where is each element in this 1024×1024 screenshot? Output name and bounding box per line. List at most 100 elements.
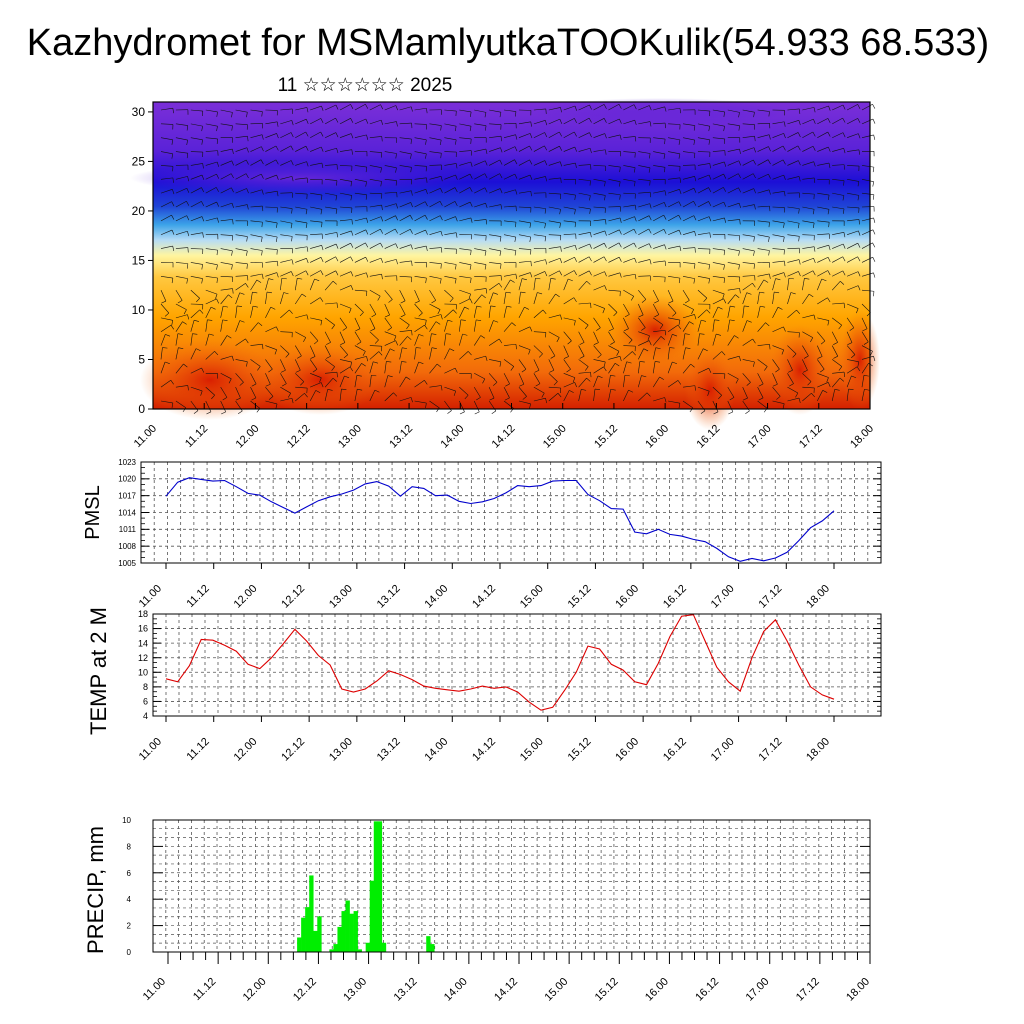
wind-barb (235, 359, 248, 362)
wind-barb (190, 216, 203, 222)
wind-barb-flag (723, 138, 726, 144)
wind-barb-flag (618, 104, 622, 109)
wind-barb (489, 275, 502, 277)
wind-barb-flag (655, 347, 661, 350)
wind-barb-flag (872, 257, 876, 262)
wind-barb-flag (236, 305, 243, 307)
wind-barb (712, 333, 717, 346)
wind-barb (847, 149, 859, 152)
wind-barb-flag (454, 278, 457, 284)
wind-barb (772, 121, 785, 125)
wind-barb (474, 219, 487, 222)
wind-barb (518, 326, 531, 332)
wind-barb (817, 233, 830, 236)
wind-barb-flag (721, 351, 726, 356)
wind-barb (668, 400, 680, 404)
wind-barb-flag (639, 361, 645, 363)
wind-barb-flag (573, 270, 577, 276)
wind-barb-flag (679, 246, 682, 252)
wind-barb (533, 292, 538, 305)
wind-barb (563, 345, 569, 357)
wind-barb-flag (470, 277, 472, 283)
precip-ytick-label: 0 (127, 948, 132, 957)
xsec-ytick-label: 0 (138, 402, 145, 416)
wind-barb (295, 393, 305, 402)
wind-barb-flag (276, 174, 279, 180)
wind-barb (160, 361, 166, 374)
wind-barb-flag (484, 250, 487, 256)
wind-barb-flag (291, 160, 294, 166)
wind-barb (817, 131, 828, 138)
warm-region (840, 310, 880, 410)
wind-barb (623, 331, 633, 341)
wind-barb (697, 216, 710, 222)
wind-barb (757, 279, 765, 291)
wind-barb (757, 248, 770, 251)
wind-barb (518, 220, 531, 224)
wind-barb-flag (714, 319, 720, 321)
wind-barb (175, 400, 186, 409)
wind-barb-flag (648, 243, 652, 249)
wind-barb (503, 387, 510, 398)
wind-barb (504, 123, 517, 125)
wind-barb-flag (563, 356, 569, 359)
wind-barb (608, 375, 611, 388)
wind-barb (712, 289, 725, 295)
wind-barb (727, 173, 739, 180)
wind-barb-flag (515, 111, 517, 117)
wind-barb-flag (371, 314, 377, 318)
wind-barb (384, 215, 396, 222)
wind-barb (190, 309, 200, 319)
precip-ytick-label: 4 (127, 895, 132, 904)
wind-barb-flag (619, 229, 622, 235)
wind-barb (772, 345, 784, 351)
wind-barb-flag (351, 230, 354, 236)
wind-barb-flag (827, 320, 830, 326)
wind-barb-flag (663, 215, 667, 220)
wind-barb (220, 386, 228, 398)
wind-barb-flag (828, 163, 831, 169)
wind-barb-flag (760, 305, 766, 308)
wind-barb (295, 131, 306, 138)
wind-barb (354, 256, 366, 263)
wind-barb-flag (425, 245, 428, 252)
wind-barb (488, 338, 500, 346)
wind-barb-flag (373, 361, 379, 364)
warm-region (685, 350, 735, 430)
wind-barb-flag (409, 215, 413, 220)
wind-barb-flag (276, 326, 279, 332)
wind-barb-flag (735, 378, 739, 384)
pmsl-ytick-label: 1014 (118, 508, 136, 517)
wind-barb-flag (424, 380, 428, 385)
wind-barb (787, 108, 800, 111)
wind-barb (563, 146, 575, 152)
wind-barb-flag (341, 388, 347, 390)
wind-barb-flag (380, 229, 384, 234)
wind-barb-flag (172, 177, 174, 183)
wind-barb (832, 206, 845, 210)
wind-barb-flag (828, 146, 831, 152)
wind-barb (638, 121, 651, 125)
wind-barb-flag (753, 147, 756, 153)
wind-barb (847, 165, 860, 167)
wind-barb-flag (291, 208, 293, 214)
wind-barb (518, 307, 525, 318)
wind-barb (339, 331, 346, 343)
wind-barb (638, 331, 650, 337)
wind-barb-flag (559, 161, 563, 167)
wind-barb-flag (374, 389, 380, 393)
wind-barb (339, 389, 342, 402)
wind-barb-flag (470, 250, 472, 256)
wind-barb (712, 161, 725, 166)
wind-barb-flag (618, 257, 622, 262)
wind-barb-flag (515, 222, 517, 228)
wind-barb-flag (410, 229, 413, 234)
wind-barb (638, 303, 644, 316)
wind-barb-flag (872, 167, 875, 173)
wind-barb-flag (798, 160, 801, 166)
wind-barb-flag (768, 237, 770, 243)
wind-barb-flag (708, 139, 711, 145)
wind-barb-flag (768, 134, 771, 140)
wind-barb (608, 331, 615, 343)
wind-barb-flag (603, 243, 607, 248)
